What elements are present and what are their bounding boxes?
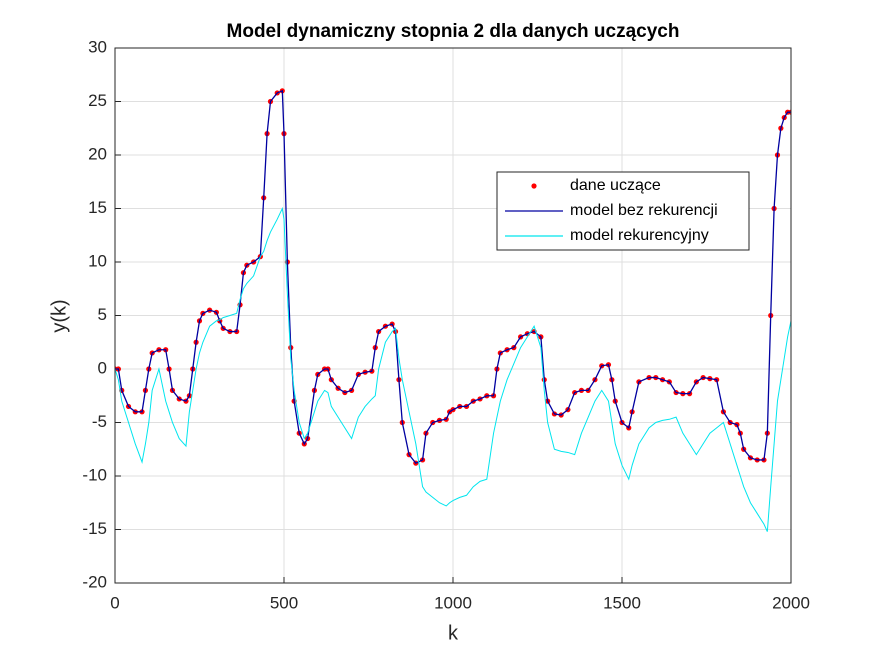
x-tick-label: 0 — [110, 593, 119, 612]
legend: dane uczące model bez rekurencji model rek… — [496, 171, 750, 251]
y-tick-label: -5 — [92, 412, 107, 431]
legend-label: model rekurencyjny — [570, 227, 709, 244]
x-tick-label: 1000 — [434, 593, 472, 612]
y-tick-label: -15 — [82, 519, 107, 538]
legend-label: dane uczące — [570, 177, 661, 194]
y-tick-label: -20 — [82, 572, 107, 591]
y-tick-label: 10 — [88, 251, 107, 270]
series-line — [115, 89, 791, 464]
y-tick-label: 5 — [98, 305, 107, 324]
y-tick-label: 20 — [88, 144, 107, 163]
legend-marker — [531, 183, 537, 189]
y-tick-label: -10 — [82, 465, 107, 484]
x-tick-label: 2000 — [772, 593, 810, 612]
y-tick-label: 25 — [88, 91, 107, 110]
y-tick-label: 30 — [88, 37, 107, 56]
y-tick-label: 0 — [98, 358, 107, 377]
x-axis-label: k — [448, 622, 459, 644]
x-tick-label: 500 — [270, 593, 298, 612]
axes-box — [114, 47, 792, 584]
y-tick-label: 15 — [88, 198, 107, 217]
legend-label: model bez rekurencji — [570, 202, 718, 219]
x-tick-label: 1500 — [603, 593, 641, 612]
chart-title: Model dynamiczny stopnia 2 dla danych uc… — [227, 21, 680, 42]
y-axis-label: y(k) — [48, 299, 70, 332]
series-line — [115, 206, 791, 532]
